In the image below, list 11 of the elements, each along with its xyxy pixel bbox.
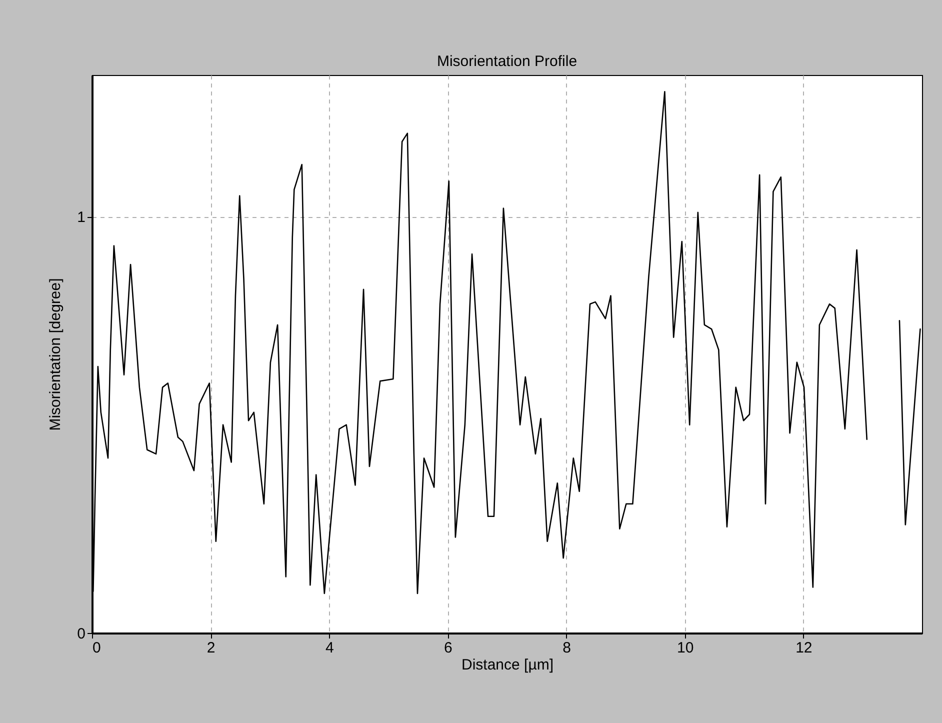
y-tick-label: 1 (77, 209, 86, 226)
x-tick-label: 4 (325, 640, 334, 656)
x-tick-label: 2 (206, 640, 216, 656)
x-tick-label: 0 (92, 640, 101, 656)
x-tick-label: 8 (562, 640, 571, 656)
y-axis-title: Misorientation [degree] (47, 278, 64, 431)
chart-title: Misorientation Profile (436, 53, 578, 70)
x-tick-label: 12 (796, 640, 812, 656)
x-tick-label: 6 (444, 640, 452, 656)
x-tick-label: 10 (677, 640, 694, 656)
x-axis-title: Distance [µm] (462, 656, 554, 674)
